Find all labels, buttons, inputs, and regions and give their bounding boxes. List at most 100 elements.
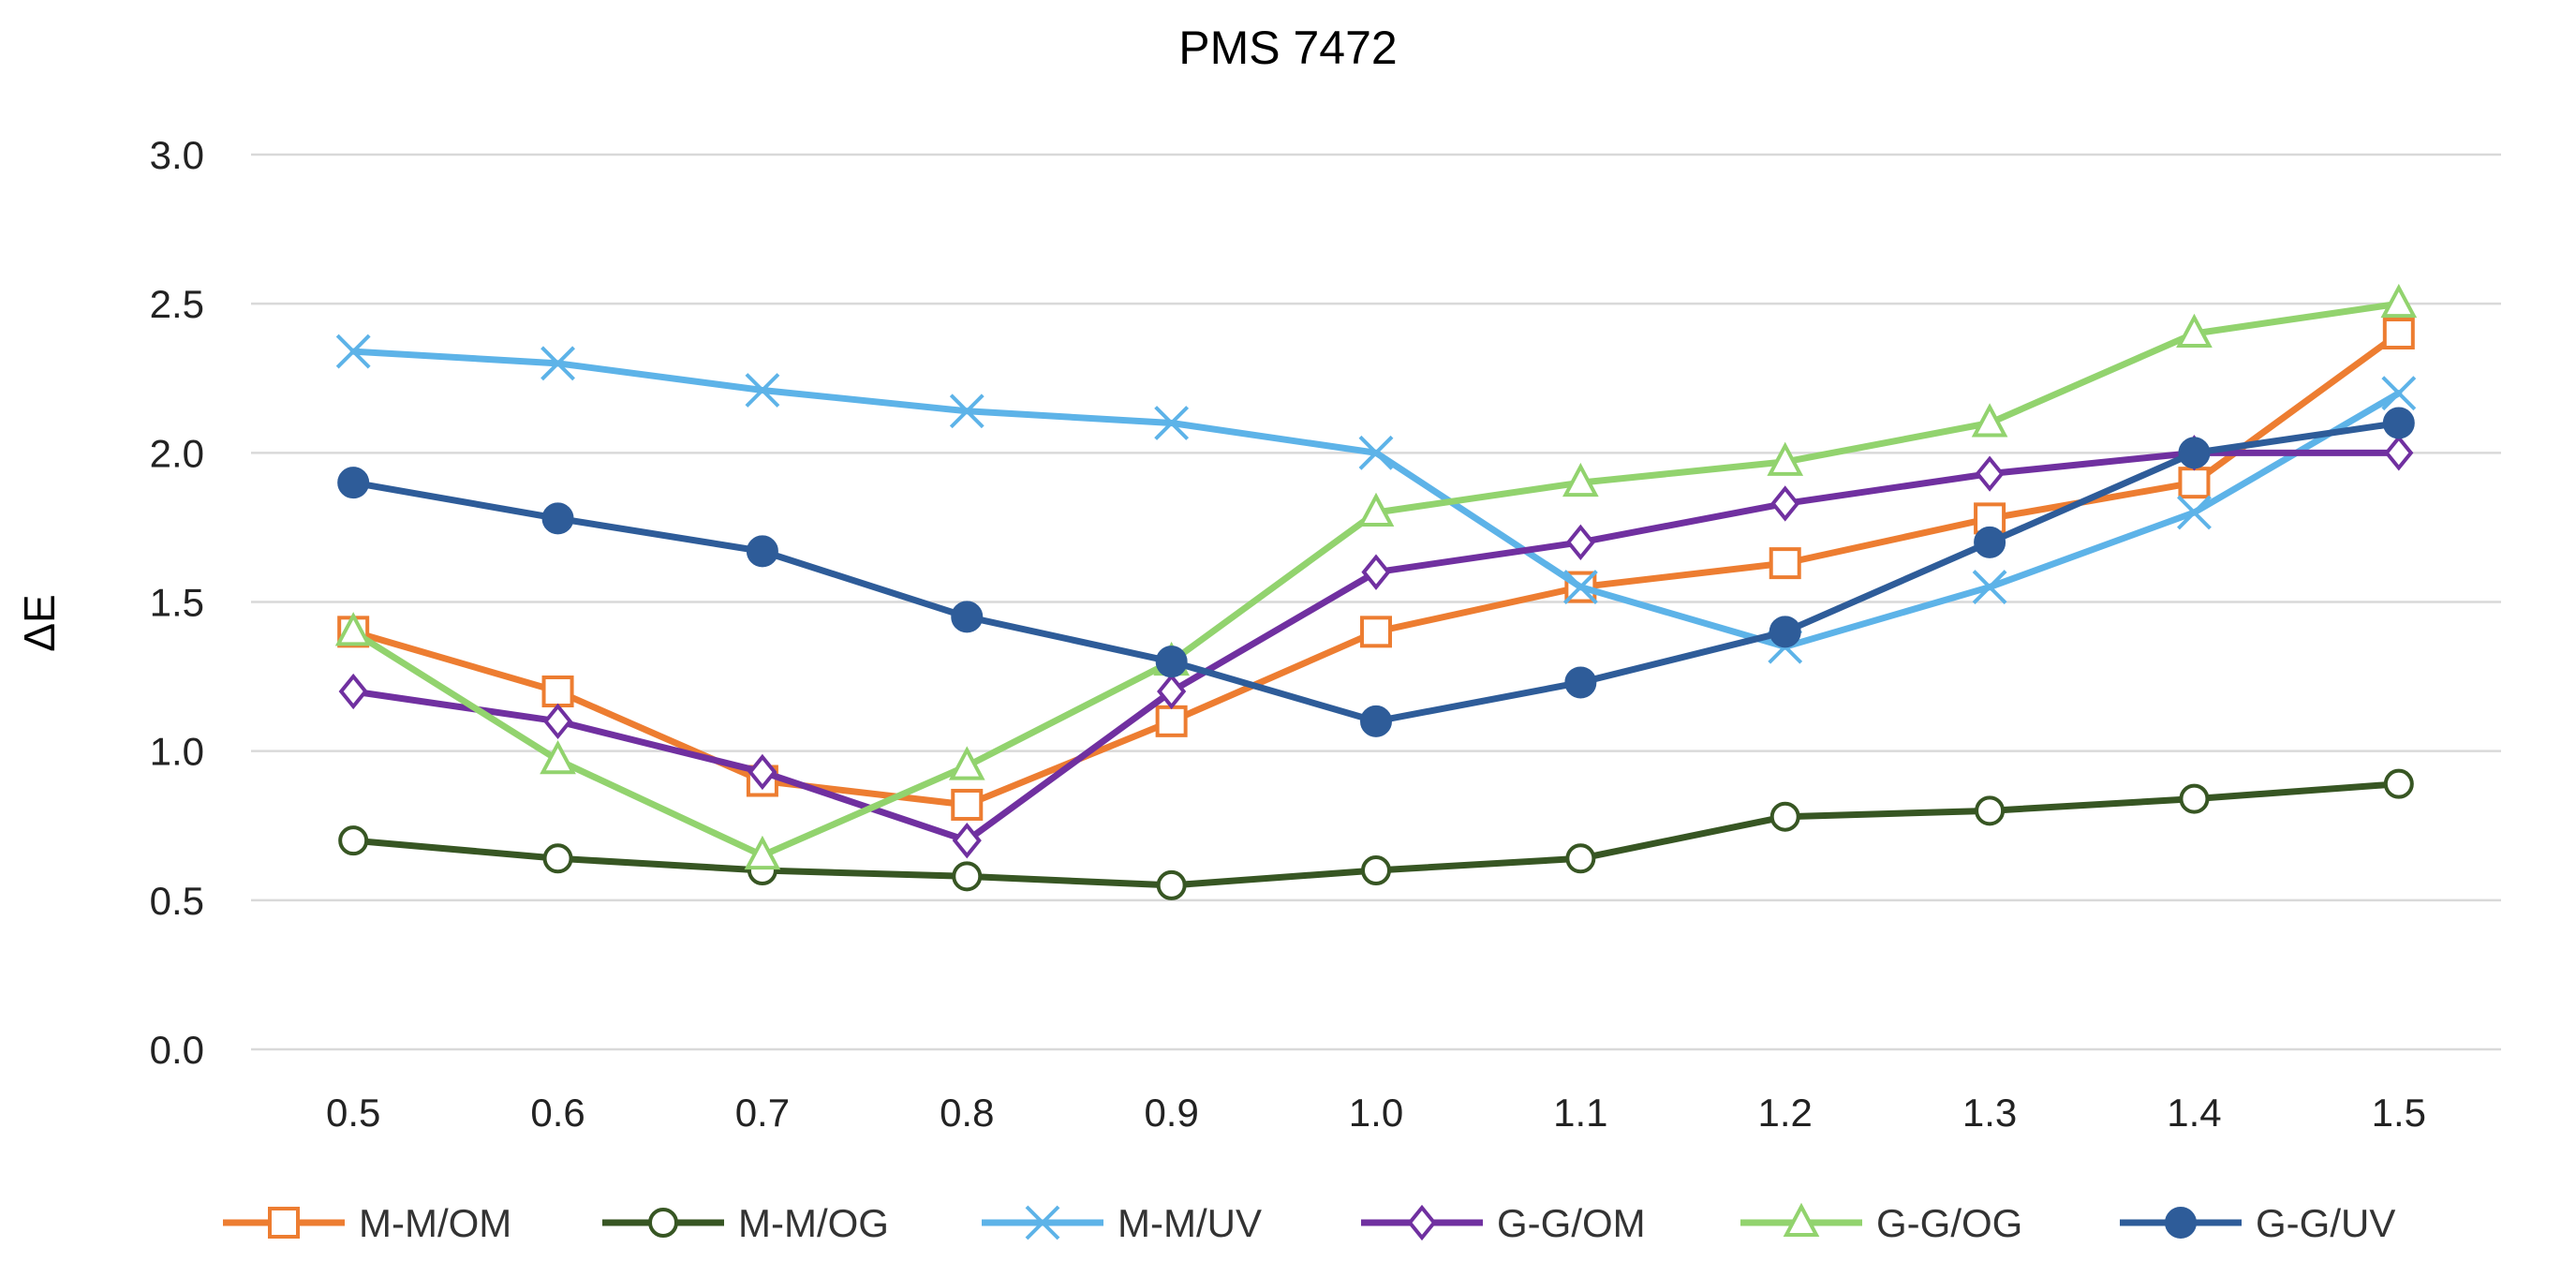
data-point-dot [1155, 646, 1188, 678]
data-point-diamond [542, 703, 573, 740]
legend-label: M-M/OM [359, 1201, 511, 1245]
data-point-circle [1565, 843, 1596, 874]
data-point-triangle [2380, 283, 2418, 319]
x-marker-stroke [540, 346, 575, 381]
data-point-x [745, 373, 780, 408]
x-marker-stroke [2177, 495, 2212, 530]
x-marker-stroke [1972, 570, 2007, 604]
x-tick-label: 1.4 [2167, 1091, 2221, 1135]
data-point-x [949, 393, 985, 429]
legend-label: M-M/OG [738, 1201, 889, 1245]
data-point-triangle [334, 612, 372, 646]
x-tick-label: 1.3 [1962, 1091, 2017, 1135]
data-point-triangle [1562, 462, 1599, 497]
data-point-square [2382, 318, 2415, 349]
series-group [334, 283, 2418, 900]
data-point-x [540, 346, 575, 381]
data-point-diamond [1157, 673, 1187, 710]
data-point-diamond [952, 822, 982, 859]
series-m-m-uv [335, 334, 2417, 664]
data-point-triangle [948, 746, 985, 780]
data-point-dot [337, 467, 370, 499]
x-marker-stroke [335, 334, 371, 369]
y-axis-label: ΔE [15, 594, 64, 651]
data-point-circle [1769, 801, 1800, 832]
x-marker-stroke [745, 373, 780, 408]
data-point-square [1360, 616, 1392, 648]
data-point-x [1358, 435, 1394, 470]
data-point-circle [648, 1208, 678, 1238]
x-tick-label: 0.8 [940, 1091, 994, 1135]
data-point-circle [1975, 795, 2006, 826]
data-point-circle [2383, 768, 2414, 799]
x-marker-stroke [1358, 435, 1394, 470]
series-g-g-uv [337, 407, 2415, 737]
legend-item: M-M/OG [602, 1201, 889, 1245]
data-point-dot [746, 535, 778, 568]
legend: M-M/OM M-M/OG M-M/UV G-G/OM G-G/OG G-G/UV [223, 1201, 2395, 1245]
data-point-triangle [744, 835, 781, 870]
legend-label: G-G/UV [2256, 1201, 2395, 1245]
legend-item: G-G/OM [1361, 1201, 1646, 1245]
x-tick-label: 0.9 [1144, 1091, 1198, 1135]
y-tick-label: 2.5 [150, 282, 204, 326]
x-tick-label: 0.7 [735, 1091, 790, 1135]
data-point-circle [1361, 855, 1391, 885]
series-m-m-om [337, 318, 2415, 821]
x-marker-stroke [949, 393, 985, 429]
x-tick-label: 0.6 [530, 1091, 585, 1135]
y-axis-ticks: 0.0 0.5 1.0 1.5 2.0 2.5 3.0 [150, 133, 204, 1072]
x-tick-label: 1.5 [2372, 1091, 2426, 1135]
data-point-x [1562, 570, 1598, 604]
y-tick-label: 0.5 [150, 879, 204, 923]
data-point-diamond [1361, 554, 1391, 590]
data-point-dot [2165, 1207, 2197, 1239]
y-tick-label: 0.0 [150, 1028, 204, 1072]
data-point-square [2178, 467, 2211, 499]
data-point-diamond [1975, 455, 2005, 492]
data-point-square [268, 1207, 300, 1239]
data-point-x [1154, 406, 1190, 440]
x-tick-label: 1.0 [1349, 1091, 1403, 1135]
x-marker-stroke [1154, 406, 1190, 440]
data-point-square [1155, 705, 1188, 737]
gridlines [251, 153, 2501, 1051]
y-tick-label: 2.0 [150, 431, 204, 475]
series-g-g-om [338, 435, 2414, 859]
legend-item: M-M/OM [223, 1201, 511, 1245]
data-point-x [335, 334, 371, 369]
data-point-square [1769, 547, 1801, 580]
data-point-circle [338, 825, 369, 856]
y-tick-label: 3.0 [150, 133, 204, 177]
data-point-x [1025, 1205, 1060, 1240]
data-point-triangle [1357, 492, 1395, 527]
data-point-circle [952, 861, 983, 892]
x-marker-stroke [1025, 1205, 1060, 1240]
data-point-dot [1564, 666, 1597, 699]
data-point-x [1972, 570, 2007, 604]
data-point-diamond [1770, 485, 1800, 522]
data-point-circle [1156, 869, 1187, 900]
data-point-triangle [1783, 1202, 1820, 1237]
data-point-triangle [1971, 403, 2008, 438]
legend-item: G-G/UV [2120, 1201, 2395, 1245]
data-point-dot [1360, 705, 1392, 737]
legend-label: M-M/UV [1118, 1201, 1262, 1245]
x-tick-label: 0.5 [326, 1091, 380, 1135]
y-tick-label: 1.5 [150, 581, 204, 625]
legend-label: G-G/OM [1497, 1201, 1646, 1245]
data-point-dot [2178, 437, 2211, 469]
data-point-dot [1974, 526, 2006, 558]
data-point-triangle [540, 739, 576, 775]
data-point-dot [951, 601, 984, 633]
data-point-square [541, 676, 574, 707]
data-point-triangle [1767, 441, 1804, 476]
series-m-m-og [338, 768, 2414, 900]
x-marker-stroke [2381, 376, 2417, 411]
x-axis-ticks: 0.5 0.6 0.7 0.8 0.9 1.0 1.1 1.2 1.3 1.4 1.5 [326, 1091, 2426, 1135]
data-point-square [951, 788, 984, 821]
data-point-dot [541, 502, 574, 535]
x-marker-stroke [1562, 570, 1598, 604]
legend-item: G-G/OG [1740, 1201, 2022, 1245]
legend-label: G-G/OG [1876, 1201, 2022, 1245]
